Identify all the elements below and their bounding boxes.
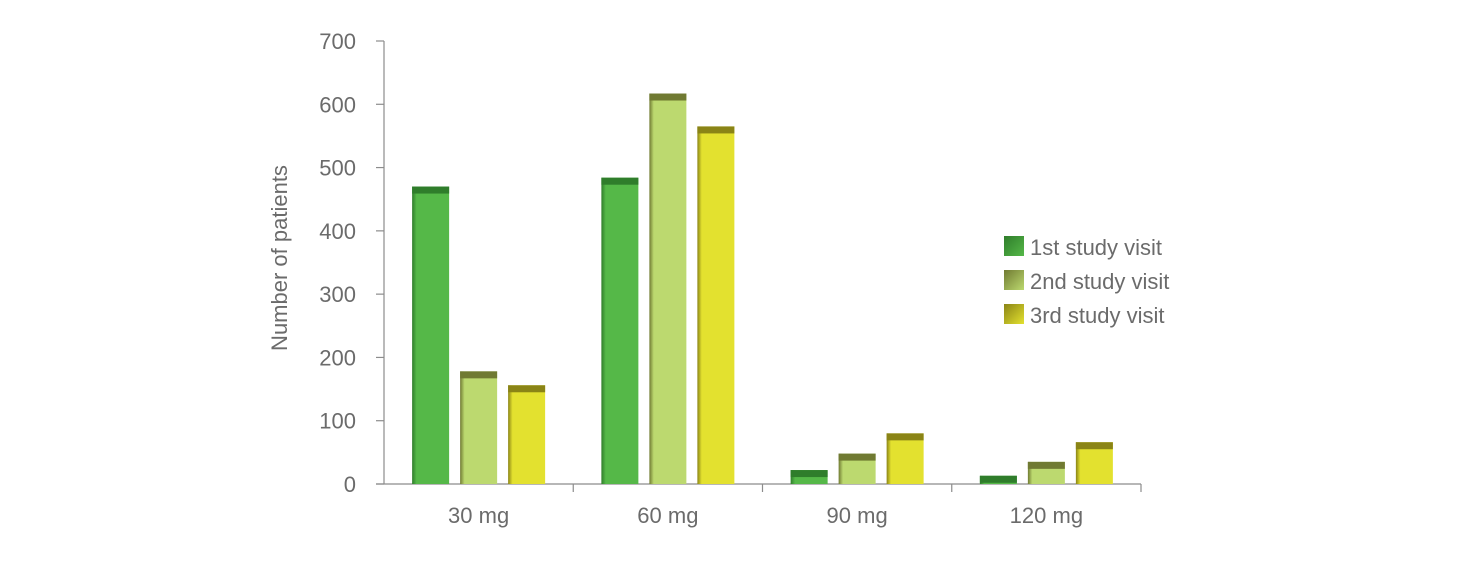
bar [412,186,450,485]
bar-body [460,371,498,484]
bar-body [649,93,687,484]
bar [979,475,1017,484]
legend-label: 3rd study visit [1030,303,1165,328]
bar-body [886,433,924,484]
bar [1027,461,1065,484]
y-tick-label: 0 [344,472,356,497]
bar-top [508,385,546,393]
bar-top [1027,461,1065,469]
legend-label: 1st study visit [1030,235,1162,260]
bars [412,93,1113,485]
bar-top [979,475,1017,483]
x-axis-labels: 30 mg 60 mg 90 mg 120 mg [448,503,1083,528]
bar [886,433,924,484]
bar-body [601,177,639,484]
bar [838,453,876,484]
bar [1075,442,1113,484]
y-tick-label: 700 [319,29,356,54]
bar [460,371,498,484]
bar-top [649,93,687,101]
bar-top [412,186,450,194]
bar-top [697,126,735,134]
legend: 1st study visit 2nd study visit 3rd study … [1004,235,1169,328]
bar-body [697,126,735,484]
bar [790,470,828,484]
bar [697,126,735,484]
legend-item: 3rd study visit [1004,303,1165,328]
x-tick-label: 60 mg [637,503,698,528]
legend-label: 2nd study visit [1030,269,1169,294]
bar [601,177,639,484]
legend-swatch [1004,236,1024,256]
y-tick-label: 500 [319,156,356,181]
x-tick-label: 30 mg [448,503,509,528]
x-tick-label: 120 mg [1010,503,1083,528]
y-tick-label: 400 [319,219,356,244]
bar [649,93,687,484]
bar-top [460,371,498,379]
y-axis-title: Number of patients [267,165,292,351]
legend-swatch [1004,270,1024,290]
bar-body [508,385,546,484]
bar-top [601,177,639,185]
bar-top [838,453,876,461]
bar-top [886,433,924,441]
y-tick-label: 600 [319,92,356,117]
bar-top [790,470,828,478]
y-tick-label: 300 [319,282,356,307]
legend-swatch [1004,304,1024,324]
bar-top [1075,442,1113,450]
bar [508,385,546,484]
y-axis-ticks: 0 100 200 300 400 500 600 700 [319,29,384,497]
bar-body [412,186,450,485]
legend-item: 1st study visit [1004,235,1162,260]
y-tick-label: 200 [319,345,356,370]
legend-item: 2nd study visit [1004,269,1169,294]
y-tick-label: 100 [319,409,356,434]
x-tick-label: 90 mg [827,503,888,528]
